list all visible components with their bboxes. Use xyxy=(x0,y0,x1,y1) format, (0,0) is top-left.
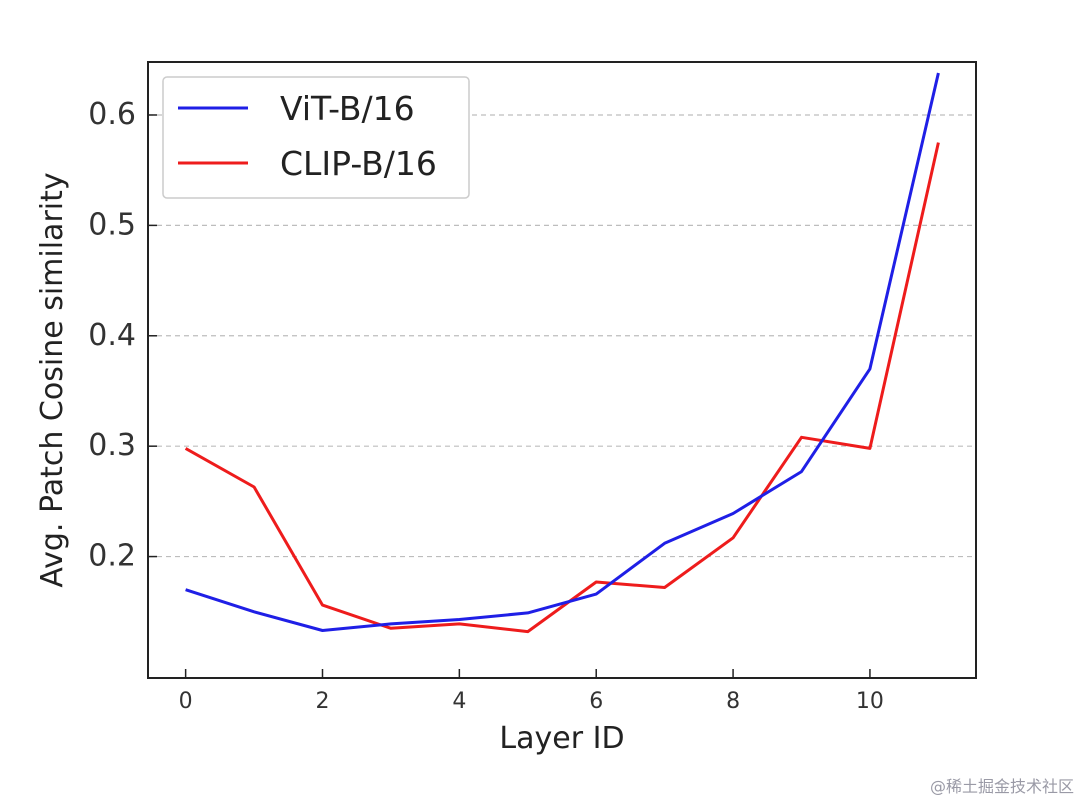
y-tick-label-1: 0.3 xyxy=(88,428,136,463)
y-tick-label-4: 0.6 xyxy=(88,97,136,132)
legend-label-vit: ViT-B/16 xyxy=(280,89,415,128)
y-tick-label-3: 0.5 xyxy=(88,207,136,242)
gridlines xyxy=(148,114,976,558)
series-line-vit xyxy=(185,72,940,632)
watermark: @稀土掘金技术社区 xyxy=(929,777,1074,796)
x-axis-ticks: 0 2 4 6 8 10 xyxy=(179,669,884,714)
y-axis-label: Avg. Patch Cosine similarity xyxy=(35,172,70,587)
series-line-clip xyxy=(184,142,940,634)
legend-label-clip: CLIP-B/16 xyxy=(280,144,437,183)
x-tick-label-1: 2 xyxy=(315,689,329,714)
x-tick-label-2: 4 xyxy=(452,689,466,714)
y-axis-ticks: 0.2 0.3 0.4 0.5 0.6 xyxy=(88,97,157,574)
x-tick-label-4: 8 xyxy=(726,689,740,714)
x-tick-label-3: 6 xyxy=(589,689,603,714)
x-axis-label: Layer ID xyxy=(499,721,624,756)
y-tick-label-0: 0.2 xyxy=(88,539,136,574)
x-tick-label-0: 0 xyxy=(179,689,193,714)
y-tick-label-2: 0.4 xyxy=(88,318,136,353)
x-tick-label-5: 10 xyxy=(856,689,884,714)
plot-frame xyxy=(147,61,977,679)
series-lines xyxy=(184,72,940,634)
legend: ViT-B/16 CLIP-B/16 xyxy=(162,76,470,199)
